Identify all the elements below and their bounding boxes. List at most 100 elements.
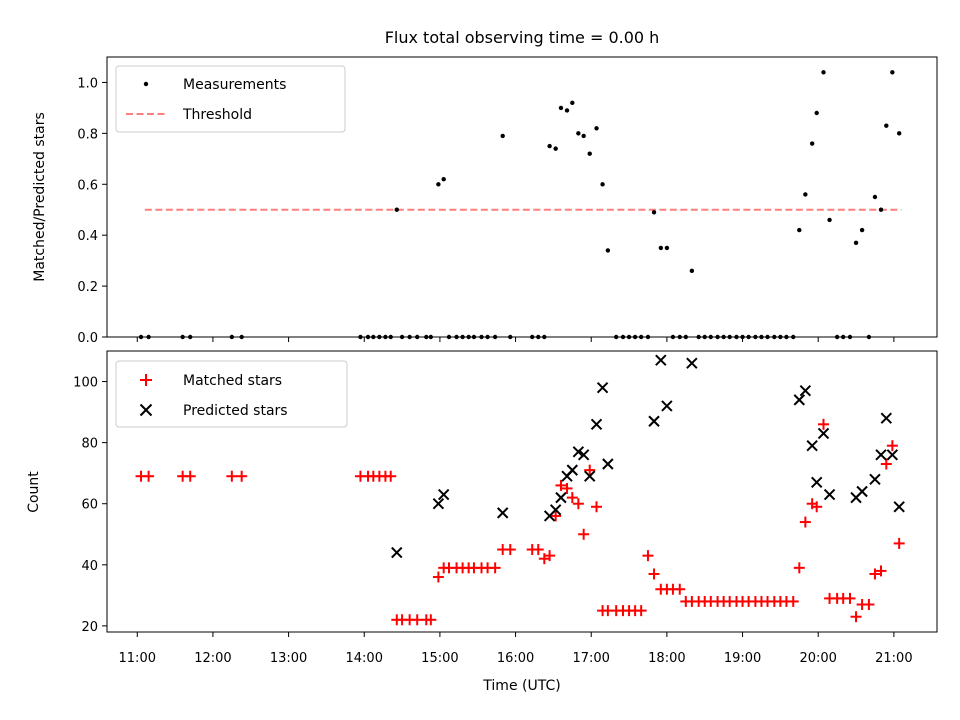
measurement-point	[814, 110, 819, 116]
top-panel: 0.0 0.2 0.4 0.6 0.8 1.0 Matched/Predicted sta…	[32, 56, 938, 346]
predicted-star-point	[648, 415, 660, 427]
top-ylabel: Matched/Predicted stars	[32, 112, 48, 282]
predicted-star-point	[880, 412, 893, 424]
predicted-star-point	[799, 384, 812, 397]
matched-star-point	[850, 611, 862, 623]
matched-star-point	[544, 550, 556, 562]
predicted-star-point	[661, 400, 673, 412]
measurement-point	[581, 133, 586, 139]
matched-star-point	[635, 605, 647, 617]
legend-matched-label: Matched stars	[183, 373, 282, 389]
measurement-point	[605, 248, 611, 253]
top-axes-frame	[106, 56, 938, 338]
predicted-star-point	[549, 504, 562, 516]
bottom-ytick-label: 20	[81, 620, 98, 635]
measurement-point	[600, 182, 605, 187]
matched-star-point	[385, 470, 397, 482]
matched-star-point	[184, 470, 196, 482]
predicted-star-point	[823, 488, 836, 501]
matched-star-point	[584, 464, 596, 476]
measurement-point	[853, 240, 859, 246]
matched-star-point	[226, 470, 238, 482]
predicted-star-point	[602, 458, 614, 470]
predicted-star-point	[806, 439, 818, 452]
matched-star-point	[425, 614, 437, 626]
predicted-star-point	[856, 485, 868, 498]
measurement-point	[651, 210, 657, 215]
matched-star-point	[578, 528, 590, 540]
bottom-ylabel: Count	[26, 471, 42, 513]
predicted-star-point	[596, 381, 609, 394]
measurement-point	[547, 143, 552, 149]
predicted-star-point	[817, 427, 830, 440]
bottom-ytick-label: 60	[81, 498, 98, 513]
bottom-xtick-label: 20:00	[799, 651, 836, 666]
bottom-xtick-label: 15:00	[421, 651, 458, 666]
matched-star-point	[489, 562, 501, 574]
measurement-point	[809, 141, 815, 146]
predicted-star-point	[893, 501, 905, 513]
measurement-point	[394, 207, 399, 212]
legend-measurements-marker	[143, 81, 149, 87]
matched-star-point	[863, 599, 875, 611]
bottom-axes-frame	[106, 350, 938, 633]
bottom-xtick-label: 18:00	[648, 651, 685, 666]
predicted-star-point	[437, 488, 450, 501]
top-ytick-label: 0.0	[77, 331, 98, 346]
predicted-star-point	[655, 354, 667, 366]
measurement-point	[827, 217, 832, 223]
measurement-point	[689, 268, 695, 274]
legend-threshold-label: Threshold	[182, 107, 252, 123]
measurement-point	[564, 108, 570, 113]
bottom-ytick-label: 80	[81, 437, 98, 452]
bottom-legend: Matched stars Predicted stars	[115, 360, 348, 428]
measurement-point	[576, 131, 581, 136]
top-legend-box	[115, 65, 346, 133]
measurement-point	[558, 105, 564, 111]
measurement-point	[890, 70, 895, 75]
predicted-star-point	[555, 491, 567, 504]
matched-star-point	[561, 482, 573, 494]
top-ytick-label: 0.2	[77, 280, 98, 295]
predicted-star-point	[496, 507, 509, 519]
matched-star-point	[550, 510, 562, 522]
measurement-point	[797, 227, 802, 233]
matched-star-point	[674, 583, 686, 595]
legend-matched-marker	[140, 374, 152, 386]
bottom-xlabel: Time (UTC)	[482, 678, 560, 694]
figure-title: Flux total observing time = 0.00 h	[385, 28, 660, 47]
top-ytick-label: 0.4	[77, 229, 98, 244]
matched-star-point	[236, 470, 248, 482]
bottom-legend-box	[115, 360, 348, 428]
measurement-point	[570, 100, 575, 106]
matched-star-point	[811, 501, 823, 513]
measurement-point	[884, 123, 889, 128]
predicted-star-point	[590, 418, 603, 431]
bottom-xtick-label: 14:00	[346, 651, 383, 666]
bottom-panel: 11:00 12:00 13:00 14:00 15:00 16:00 17:00 18:00…	[26, 350, 938, 694]
matched-star-point	[886, 440, 898, 452]
bottom-xtick-label: 19:00	[724, 651, 761, 666]
bottom-ytick-label: 40	[81, 559, 98, 574]
matched-star-point	[648, 568, 660, 580]
measurement-point	[553, 146, 558, 151]
matched-star-point	[818, 418, 830, 430]
predicted-star-point	[869, 473, 881, 485]
measurement-point	[803, 192, 808, 197]
bottom-xtick-label: 12:00	[194, 651, 231, 666]
matched-star-point	[504, 544, 516, 556]
top-legend: Measurements Threshold	[115, 65, 346, 133]
measurement-point	[436, 182, 441, 187]
measurement-point	[821, 70, 826, 75]
matched-star-point	[875, 565, 887, 577]
legend-measurements-label: Measurements	[183, 77, 286, 93]
bottom-xtick-label: 13:00	[270, 651, 307, 666]
predicted-star-point	[432, 498, 445, 510]
matched-star-point	[893, 537, 905, 549]
matched-star-point	[532, 544, 544, 556]
bottom-xtick-label: 16:00	[497, 651, 534, 666]
measurement-point	[896, 131, 902, 136]
predicted-star-point	[886, 449, 899, 461]
predicted-star-point	[875, 449, 887, 461]
